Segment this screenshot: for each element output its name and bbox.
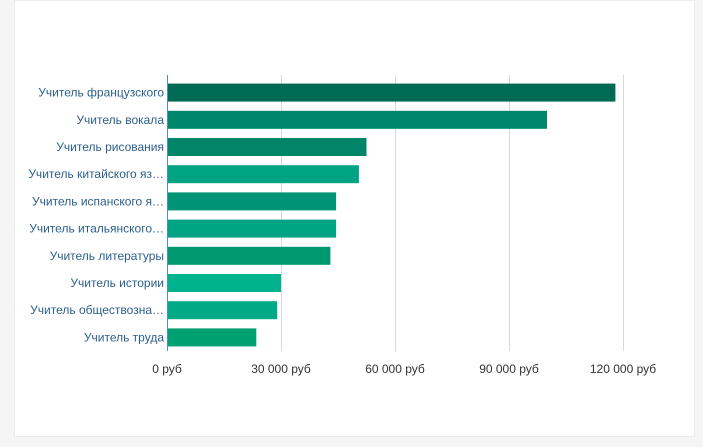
bar [167, 138, 367, 156]
bar [167, 328, 257, 347]
category-label: Учитель китайского яз… [28, 167, 164, 181]
chart-card [14, 0, 695, 437]
x-tick-label: 0 руб [152, 362, 182, 376]
category-label: Учитель рисования [56, 140, 164, 154]
category-label: Учитель истории [70, 276, 164, 290]
bar [167, 165, 359, 184]
bar [167, 219, 337, 238]
category-label: Учитель литературы [50, 249, 164, 263]
bar [167, 83, 616, 102]
x-tick-label: 120 000 руб [590, 362, 656, 376]
category-label: Учитель вокала [76, 113, 164, 127]
bar [167, 274, 281, 292]
bar [167, 192, 337, 211]
bar [167, 246, 331, 265]
x-tick-label: 90 000 руб [479, 362, 539, 376]
x-tick-label: 60 000 руб [365, 362, 425, 376]
category-label: Учитель труда [84, 330, 164, 344]
category-label: Учитель обществозна… [30, 303, 164, 317]
category-label: Учитель французского [38, 86, 164, 100]
category-label: Учитель итальянского… [29, 222, 164, 236]
bar [167, 301, 278, 320]
bar [167, 110, 547, 129]
x-tick-label: 30 000 руб [251, 362, 311, 376]
category-label: Учитель испанского я… [32, 194, 164, 208]
